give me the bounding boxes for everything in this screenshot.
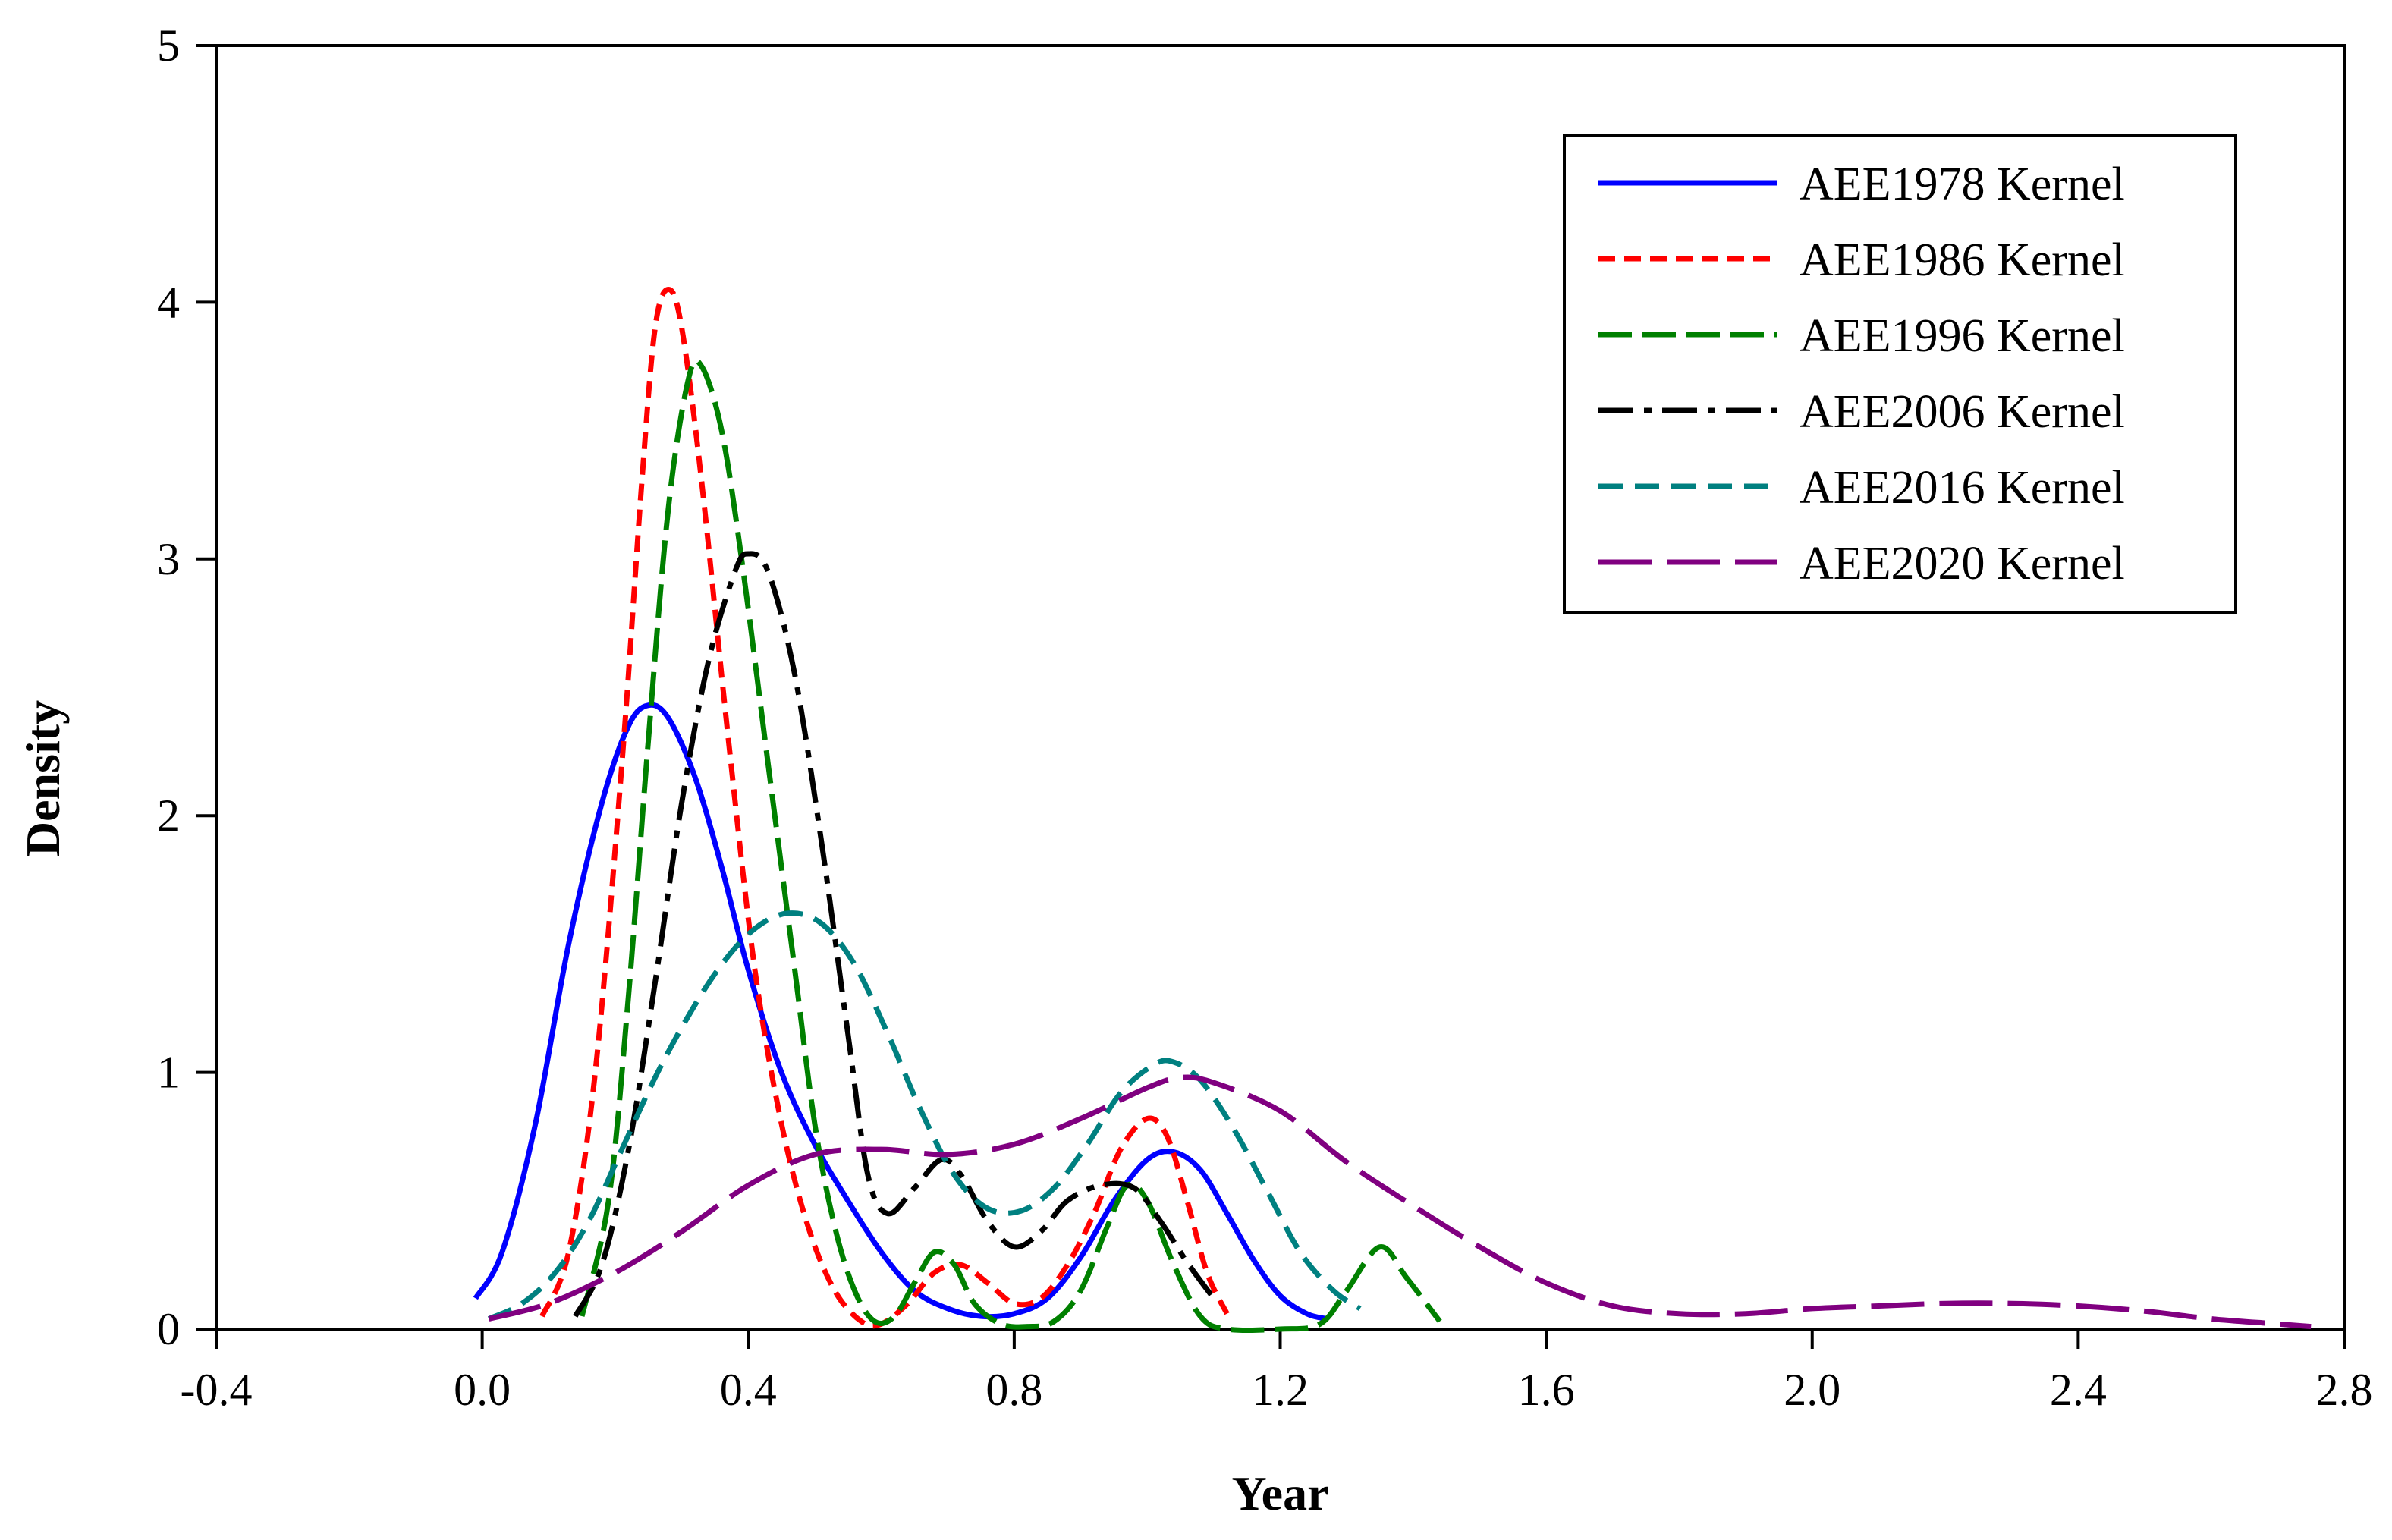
- x-tick-label: -0.4: [181, 1365, 253, 1415]
- y-tick-label: 4: [157, 277, 180, 327]
- y-axis-ticks: 0 1 2 3 4 5: [157, 20, 216, 1354]
- legend-label: AEE1978 Kernel: [1800, 159, 2125, 210]
- series-line-aee1978: [473, 702, 1328, 1322]
- x-tick-label: 0.8: [985, 1365, 1042, 1415]
- legend-label: AEE1996 Kernel: [1800, 310, 2125, 362]
- series-line-aee1986: [539, 287, 1230, 1329]
- y-tick-label: 2: [157, 790, 180, 841]
- legend-box: [1563, 134, 2237, 614]
- series-layer: [473, 287, 2312, 1334]
- series-line-aee2016: [487, 910, 1362, 1322]
- legend-label: AEE2016 Kernel: [1800, 462, 2125, 514]
- series-line-aee2020: [488, 1074, 2312, 1330]
- y-tick-label: 5: [157, 20, 180, 71]
- series-line-aee2006: [573, 551, 1216, 1318]
- x-tick-label: 0.0: [454, 1365, 511, 1415]
- legend: AEE1978 Kernel AEE1986 Kernel AEE1996 Kern…: [1563, 134, 2237, 614]
- y-axis-title: Density: [16, 700, 70, 856]
- y-tick-label: 1: [157, 1048, 180, 1098]
- legend-label: AEE2020 Kernel: [1800, 538, 2125, 589]
- x-tick-label: 2.0: [1784, 1365, 1840, 1415]
- x-tick-label: 2.4: [2050, 1365, 2107, 1415]
- x-tick-label: 1.6: [1518, 1365, 1575, 1415]
- x-axis-ticks: -0.4 0.0 0.4 0.8 1.2 1.6 2.0 2.4 2.8: [181, 1329, 2373, 1415]
- x-tick-label: 2.8: [2316, 1365, 2373, 1415]
- legend-label: AEE1986 Kernel: [1800, 234, 2125, 286]
- x-tick-label: 0.4: [720, 1365, 777, 1415]
- y-tick-label: 3: [157, 534, 180, 584]
- y-tick-label: 0: [157, 1304, 180, 1354]
- legend-label: AEE2006 Kernel: [1800, 386, 2125, 438]
- x-tick-label: 1.2: [1252, 1365, 1309, 1415]
- series-line-aee1996: [579, 357, 1442, 1334]
- x-axis-title: Year: [1232, 1466, 1329, 1520]
